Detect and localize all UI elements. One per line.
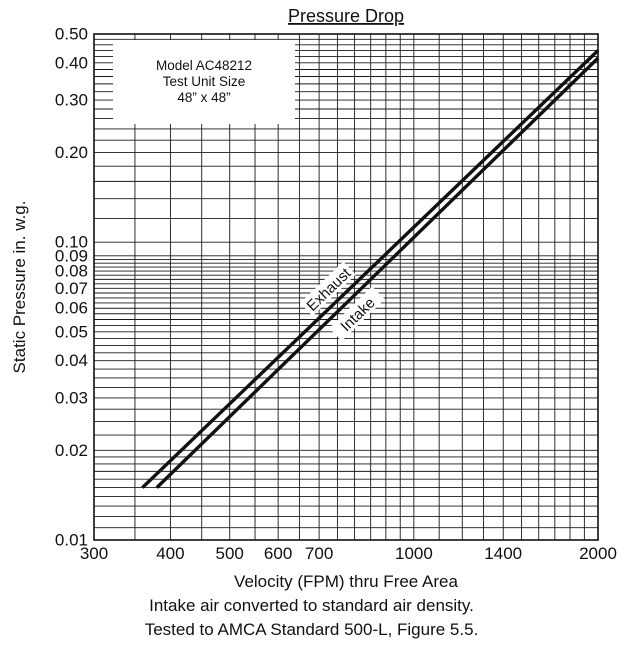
x-tick-label: 500 bbox=[216, 544, 244, 563]
annotation-line-3: 48” x 48” bbox=[177, 90, 230, 105]
x-tick-label: 1400 bbox=[484, 544, 522, 563]
x-tick-label: 400 bbox=[156, 544, 184, 563]
y-axis-label: Static Pressure in. w.g. bbox=[10, 201, 29, 374]
y-tick-label: 0.50 bbox=[55, 25, 88, 44]
y-tick-label: 0.06 bbox=[55, 299, 88, 318]
annotation-box bbox=[113, 40, 295, 124]
y-tick-label: 0.08 bbox=[55, 262, 88, 281]
annotation-line-1: Model AC48212 bbox=[156, 58, 252, 73]
chart-title: Pressure Drop bbox=[288, 6, 404, 26]
x-tick-label: 600 bbox=[264, 544, 292, 563]
x-tick-label: 2000 bbox=[579, 544, 617, 563]
series-label-bg-intake bbox=[329, 286, 385, 342]
x-tick-label: 700 bbox=[305, 544, 333, 563]
series-label-bg-exhaust bbox=[300, 261, 356, 317]
annotation-line-2: Test Unit Size bbox=[163, 74, 246, 89]
y-tick-label: 0.09 bbox=[55, 246, 88, 265]
y-tick-label: 0.30 bbox=[55, 91, 88, 110]
x-tick-label: 300 bbox=[80, 544, 108, 563]
y-tick-label: 0.05 bbox=[55, 322, 88, 341]
y-tick-label: 0.01 bbox=[55, 531, 88, 550]
series-line-intake bbox=[155, 56, 600, 489]
y-tick-label: 0.03 bbox=[55, 388, 88, 407]
y-tick-label: 0.20 bbox=[55, 143, 88, 162]
y-tick-label: 0.07 bbox=[55, 279, 88, 298]
x-axis-label: Velocity (FPM) thru Free Area bbox=[234, 572, 458, 591]
y-tick-label: 0.40 bbox=[55, 53, 88, 72]
plot-frame bbox=[93, 33, 599, 541]
x-tick-label: 1000 bbox=[395, 544, 433, 563]
series-line-exhaust bbox=[141, 49, 600, 489]
tick-labels: 0.01 0.02 0.03 0.04 0.05 0.060.070.080.090.10… bbox=[55, 25, 617, 564]
y-tick-label: 0.10 bbox=[55, 233, 88, 252]
footnote-2: Tested to AMCA Standard 500-L, Figure 5.… bbox=[144, 620, 479, 639]
footnote-1: Intake air converted to standard air den… bbox=[149, 596, 474, 615]
y-tick-label: 0.02 bbox=[55, 441, 88, 460]
y-tick-label: 0.04 bbox=[55, 351, 88, 370]
